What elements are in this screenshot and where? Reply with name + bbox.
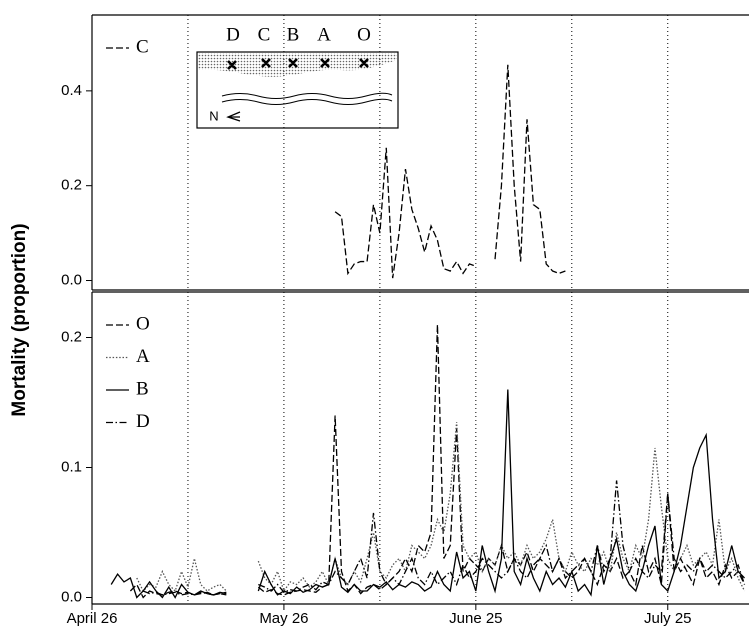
y-tick-label: 0.0 xyxy=(61,588,82,605)
inset-label: B xyxy=(287,24,300,45)
y-tick-label: 0.2 xyxy=(61,328,82,345)
series-line xyxy=(136,421,746,593)
series-line xyxy=(110,389,745,599)
y-tick-label: 0.4 xyxy=(61,82,82,99)
inset-river xyxy=(221,92,393,99)
series-line xyxy=(334,64,566,279)
inset-shore xyxy=(198,53,397,77)
y-tick-label: 0.0 xyxy=(61,271,82,288)
inset-label: A xyxy=(317,24,331,45)
x-tick-label: June 25 xyxy=(449,610,502,626)
x-tick-label: April 26 xyxy=(67,610,118,626)
x-tick-label: May 26 xyxy=(259,610,308,626)
inset-arrow xyxy=(226,111,241,122)
y-tick-label: 0.1 xyxy=(61,458,82,475)
inset-label: D xyxy=(226,24,240,45)
series-line xyxy=(129,324,746,599)
legend-label: C xyxy=(136,36,149,57)
inset-label: C xyxy=(258,24,271,45)
legend-label: O xyxy=(136,313,150,334)
series-line xyxy=(142,480,746,596)
legend-label: D xyxy=(136,411,150,432)
inset-label: O xyxy=(357,24,371,45)
y-tick-label: 0.2 xyxy=(61,177,82,194)
legend-label: B xyxy=(136,378,149,399)
inset-north: N xyxy=(209,108,218,123)
y-axis-label: Mortality (proportion) xyxy=(9,223,30,416)
x-tick-label: July 25 xyxy=(644,610,692,626)
inset-map xyxy=(196,51,399,129)
inset-sites xyxy=(227,58,369,70)
inset-river xyxy=(221,98,393,105)
legend-label: A xyxy=(136,346,150,367)
